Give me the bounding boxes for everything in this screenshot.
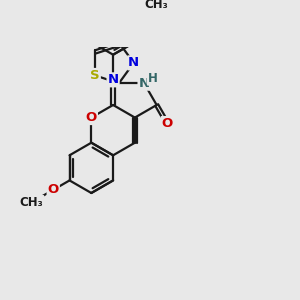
Text: S: S <box>90 69 100 82</box>
Text: N: N <box>107 73 119 86</box>
Text: CH₃: CH₃ <box>20 196 43 209</box>
Text: N: N <box>128 56 139 69</box>
Text: O: O <box>162 117 173 130</box>
Text: H: H <box>148 72 158 85</box>
Text: O: O <box>48 183 59 196</box>
Text: N: N <box>139 77 150 90</box>
Text: O: O <box>86 111 97 124</box>
Text: CH₃: CH₃ <box>145 0 169 11</box>
